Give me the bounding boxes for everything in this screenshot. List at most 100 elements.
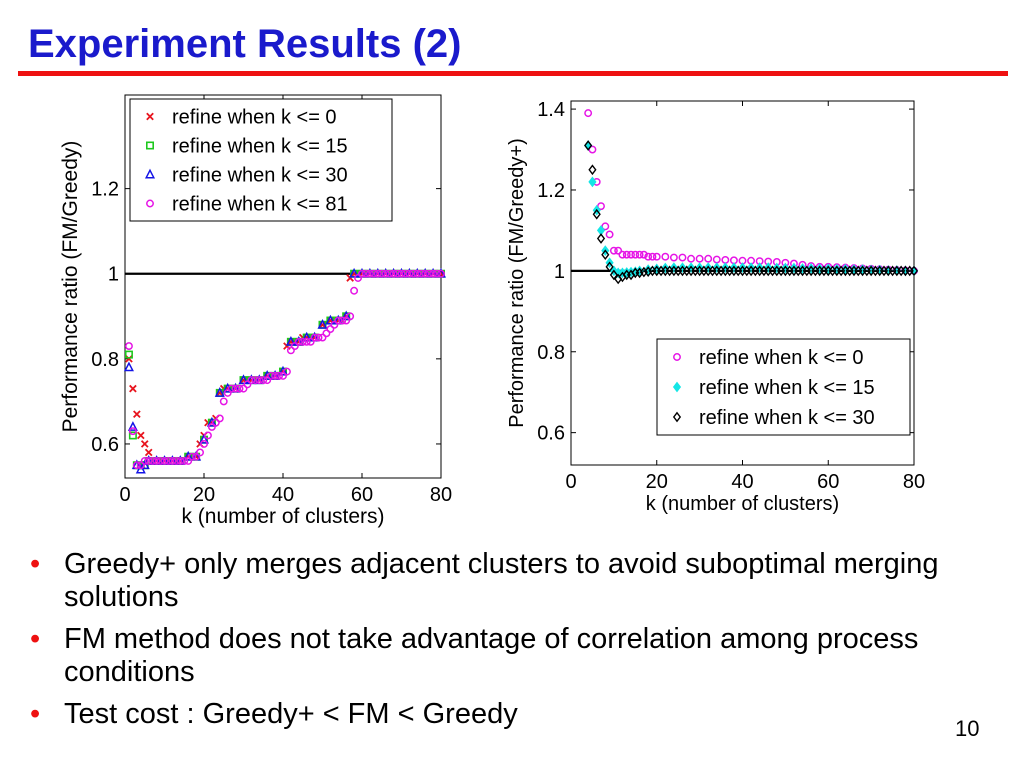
data-point — [584, 140, 593, 151]
data-point — [433, 269, 441, 278]
data-point — [401, 269, 410, 278]
y-axis-label: Performance ratio (FM/Greedy) — [59, 141, 82, 433]
data-point — [704, 254, 713, 263]
data-point — [207, 422, 216, 431]
legend: refine when k <= 0 refine when k <= 15 ref… — [129, 98, 393, 222]
data-point — [310, 333, 319, 342]
slide-title: Experiment Results (2) — [28, 22, 462, 66]
data-point — [219, 397, 228, 406]
data-point — [601, 222, 610, 231]
data-point — [661, 262, 670, 274]
data-point — [648, 252, 657, 261]
data-point — [168, 457, 177, 465]
data-point — [437, 269, 445, 278]
data-point — [243, 380, 252, 389]
legend-label: refine when k <= 30 — [699, 407, 875, 429]
data-point — [669, 253, 678, 262]
data-point — [222, 382, 233, 393]
data-point — [144, 457, 153, 465]
data-point — [125, 342, 133, 351]
legend-marker — [144, 168, 156, 179]
data-point — [622, 250, 631, 259]
x-axis-label: k (number of clusters) — [646, 493, 839, 515]
legend-label: refine when k <= 81 — [172, 194, 348, 216]
data-point — [409, 269, 418, 278]
data-point — [160, 457, 169, 465]
data-point — [227, 384, 236, 393]
data-point — [286, 346, 295, 355]
data-point — [125, 355, 133, 363]
data-point — [385, 269, 394, 278]
data-point — [214, 387, 225, 397]
data-point — [136, 431, 145, 440]
data-point — [184, 457, 193, 465]
data-point — [377, 269, 386, 278]
legend-label: refine when k <= 15 — [172, 136, 348, 158]
data-point — [635, 250, 644, 259]
data-point — [609, 246, 618, 255]
data-point — [358, 269, 366, 278]
data-point — [148, 457, 157, 465]
data-point — [318, 333, 327, 342]
legend-label: refine when k <= 0 — [172, 107, 337, 129]
data-point — [346, 312, 355, 321]
data-point — [247, 376, 256, 385]
data-point — [373, 269, 382, 278]
data-point — [635, 265, 644, 277]
bullet-marker: • — [30, 548, 41, 580]
data-point — [294, 337, 303, 346]
data-point — [206, 416, 217, 427]
legend-label: refine when k <= 15 — [699, 377, 875, 399]
data-point — [152, 457, 161, 465]
data-point — [251, 376, 260, 385]
data-point — [198, 433, 210, 444]
data-point — [255, 376, 264, 385]
data-point — [314, 333, 323, 342]
legend-marker — [146, 199, 154, 208]
data-point — [652, 252, 661, 261]
data-point — [365, 269, 374, 278]
data-point — [239, 384, 248, 393]
data-point — [188, 452, 197, 461]
legend: refine when k <= 0 refine when k <= 15 ref… — [656, 338, 911, 436]
data-point — [172, 457, 181, 465]
bullet-item: • Test cost : Greedy+ < FM < Greedy — [30, 698, 980, 731]
data-point — [362, 269, 370, 278]
data-point — [389, 269, 398, 278]
data-point — [285, 335, 296, 346]
data-point — [832, 263, 841, 275]
data-point — [631, 250, 640, 259]
y-tick-label: 1.2 — [537, 180, 565, 202]
y-axis-label: Performance ratio (FM/Greedy+) — [506, 138, 528, 428]
y-tick-label: 0.8 — [91, 349, 119, 371]
data-point — [349, 267, 360, 278]
data-point — [283, 367, 291, 376]
data-point — [259, 376, 268, 385]
data-point — [597, 202, 605, 211]
x-tick-label: 80 — [430, 484, 452, 506]
x-tick-label: 60 — [351, 484, 373, 506]
data-point — [609, 269, 618, 281]
data-point — [772, 262, 781, 274]
data-point — [231, 384, 240, 393]
legend-marker — [146, 141, 155, 150]
x-tick-label: 0 — [119, 484, 130, 506]
legend-box — [129, 98, 393, 222]
y-tick-label: 1.2 — [91, 179, 119, 201]
bullet-item: • FM method does not take advantage of co… — [30, 623, 980, 689]
data-point — [695, 254, 704, 263]
data-point — [128, 431, 137, 440]
x-tick-label: 20 — [646, 471, 668, 493]
data-point — [238, 374, 249, 385]
data-point — [687, 254, 695, 263]
data-point — [326, 325, 335, 334]
data-point — [417, 269, 426, 278]
data-point — [639, 250, 648, 259]
legend-marker — [672, 381, 682, 393]
data-point — [215, 414, 224, 423]
page-number: 10 — [955, 716, 980, 741]
data-point — [267, 371, 276, 380]
data-point — [338, 316, 347, 325]
x-tick-label: 80 — [903, 471, 925, 493]
data-point — [180, 457, 189, 465]
